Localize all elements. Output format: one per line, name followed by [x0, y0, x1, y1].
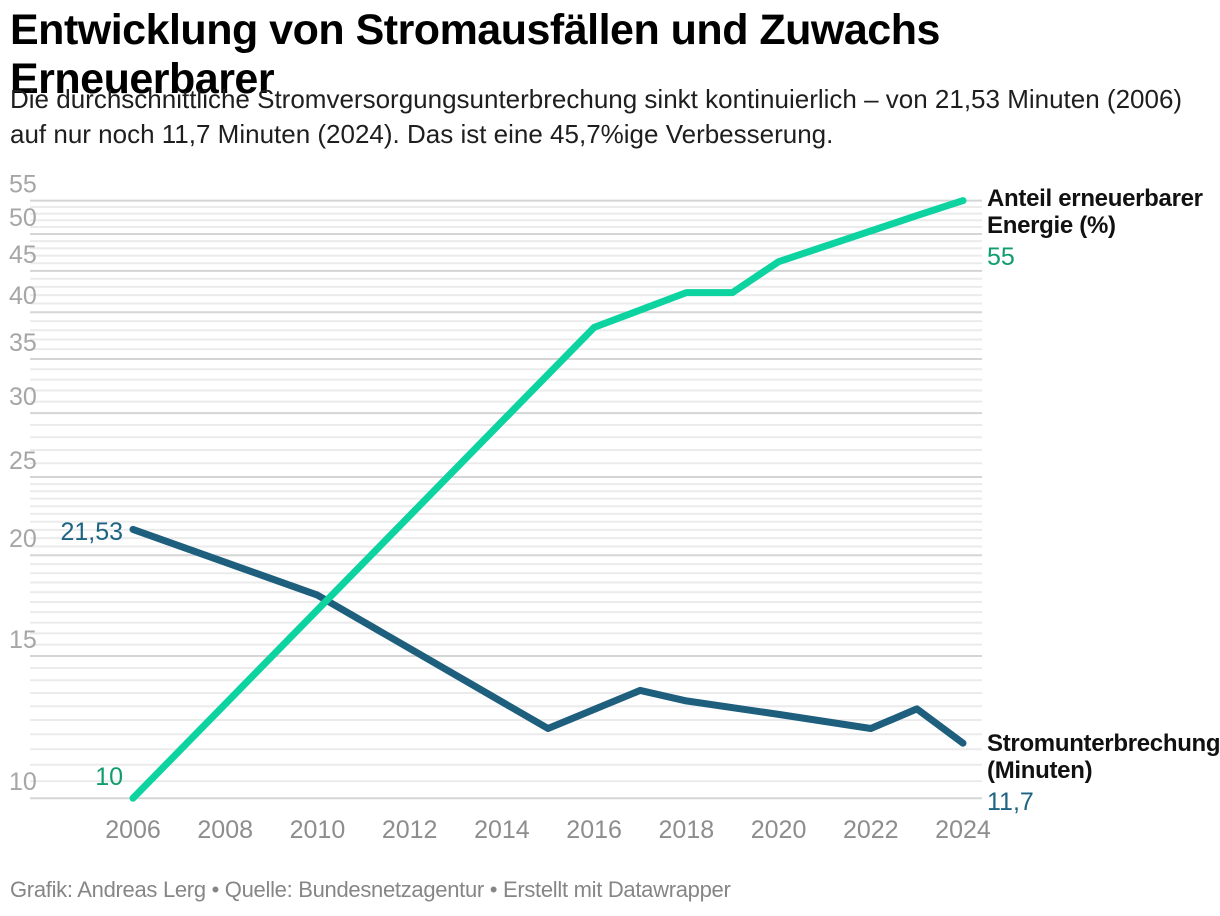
y-tick-label: 10 — [9, 768, 37, 796]
y-tick-label: 50 — [9, 204, 37, 232]
y-tick-label: 20 — [9, 525, 37, 553]
renewables-series-label-line2: Energie (%) — [987, 212, 1116, 239]
chart-title: Entwicklung von Stromausfällen und Zuwac… — [10, 6, 940, 104]
x-tick-label: 2008 — [197, 816, 253, 844]
series-line-interruption — [129, 525, 967, 747]
x-tick-label: 2018 — [659, 816, 715, 844]
y-tick-label: 45 — [9, 241, 37, 269]
x-tick-label: 2022 — [843, 816, 899, 844]
chart-credit-line: Grafik: Andreas Lerg • Quelle: Bundesnet… — [10, 877, 731, 902]
x-tick-label: 2024 — [935, 816, 991, 844]
series-line-renewables — [129, 197, 967, 802]
y-tick-label: 40 — [9, 282, 37, 310]
renewables-series-label: Anteil erneuerbarer Energie (%) 55 — [987, 185, 1219, 270]
x-tick-label: 2014 — [474, 816, 530, 844]
interruption-series-label-line2: (Minuten) — [987, 757, 1093, 784]
y-tick-label: 35 — [9, 329, 37, 357]
renewables-series-label-line1: Anteil erneuerbarer — [987, 185, 1203, 212]
x-tick-label: 2016 — [566, 816, 622, 844]
renewables-start-value-label: 10 — [95, 763, 123, 791]
y-tick-label: 15 — [9, 626, 37, 654]
interruption-series-label: Stromunterbrechung (Minuten) 11,7 — [987, 730, 1220, 816]
y-tick-label: 25 — [9, 447, 37, 475]
interruption-start-value-label: 21,53 — [60, 518, 123, 546]
interruption-end-value-label: 11,7 — [987, 788, 1034, 816]
x-tick-label: 2012 — [382, 816, 438, 844]
y-tick-label: 30 — [9, 383, 37, 411]
x-tick-label: 2010 — [290, 816, 346, 844]
renewables-end-value-label: 55 — [987, 243, 1015, 271]
chart-subtitle: Die durchschnittliche Stromversorgungsun… — [10, 84, 1183, 149]
x-tick-label: 2006 — [105, 816, 161, 844]
y-tick-label: 55 — [9, 171, 37, 199]
interruption-series-label-line1: Stromunterbrechung — [987, 730, 1220, 757]
x-tick-label: 2020 — [751, 816, 807, 844]
